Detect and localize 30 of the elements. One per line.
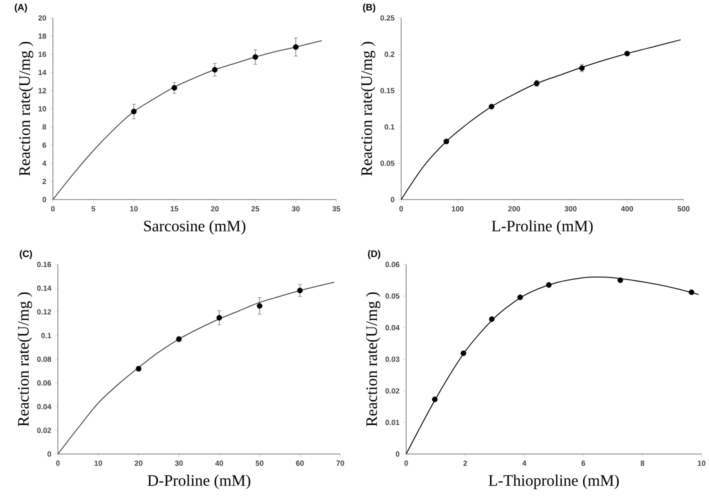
point [432, 396, 438, 402]
x-axis-title: Sarcosine (mM) [144, 220, 246, 235]
point [488, 104, 494, 110]
point [460, 350, 466, 356]
point [297, 288, 303, 294]
y-axis-title: Reaction rate(U/mg ) [366, 292, 380, 426]
point [172, 85, 178, 91]
point [131, 108, 137, 114]
point [252, 54, 258, 60]
point [489, 316, 495, 322]
line-series [52, 40, 322, 200]
point [216, 314, 222, 321]
chart-title: (C) [20, 250, 32, 259]
x-axis-title: L-Thioproline (mM) [488, 474, 619, 490]
point [256, 303, 262, 309]
chart-title: (A) [14, 4, 27, 12]
point [212, 66, 218, 73]
point [293, 44, 299, 50]
y-axis-title: Reaction rate(U/mg ) [360, 42, 376, 176]
y-axis-title: Reaction rate(U/mg ) [18, 292, 32, 426]
point [517, 294, 523, 300]
chart-title: (B) [363, 4, 376, 12]
line-series [58, 282, 335, 454]
x-axis-title: L-Proline (mM) [492, 220, 593, 235]
point [618, 277, 624, 284]
y-axis-title: Reaction rate(U/mg ) [18, 42, 34, 176]
point [546, 282, 552, 288]
x-axis-title: D-Proline (mM) [148, 474, 250, 490]
chart-title: (D) [368, 250, 380, 259]
point [688, 289, 694, 296]
